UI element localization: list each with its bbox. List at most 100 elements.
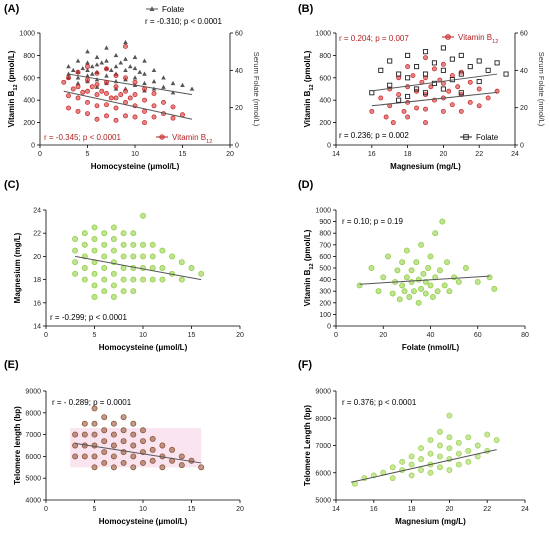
data-point [437,267,443,274]
data-point [415,276,422,283]
data-point [81,453,88,460]
data-point [432,230,439,237]
data-point [140,241,146,248]
x-axis-label: Homocysteine (μmol/L) [91,162,180,171]
data-point [113,73,119,79]
data-point [91,431,98,438]
data-point [101,288,108,295]
y-tick-label: 1000 [315,208,331,215]
data-point [149,276,156,283]
data-point [104,113,109,119]
x-axis-label: Magnesium (mg/L) [395,517,466,526]
y-tick-label: 20 [33,254,41,261]
y-tick-label: 9000 [315,389,331,396]
data-point [439,218,446,225]
data-point [437,442,443,449]
panel-b: (B)14 16 18 20 22 24020040060080010000204060M… [298,3,546,171]
y-tick-label: 7000 [25,432,41,439]
y-tick-label: 16 [33,300,41,307]
data-point [140,253,146,260]
data-point [72,259,79,266]
data-point [120,459,127,466]
y-tick-label: 24 [33,208,41,215]
data-point [91,282,98,289]
data-point [81,265,88,271]
data-point [66,105,71,111]
series-vitamin-b12 [61,43,193,126]
series-folate [66,39,195,96]
trend-line [371,91,498,107]
data-point [132,54,138,59]
legend: Folate Vitamin B12 [146,5,212,145]
data-point [159,265,166,271]
data-point [66,64,71,69]
data-point [89,64,95,69]
data-point [151,67,157,73]
data-point [431,60,438,66]
data-point [91,453,98,460]
data-point [91,464,98,471]
data-point [142,108,147,114]
data-point [455,461,462,468]
data-point [91,247,98,254]
y-tick-label: 700 [319,242,331,249]
data-point [132,65,138,71]
data-point [94,70,100,76]
data-point [72,431,79,438]
data-point [431,80,438,86]
x-tick-label: 10 [139,332,147,339]
data-point [396,296,403,303]
y-tick-label: 900 [319,219,331,226]
data-point [91,224,98,231]
data-point [356,282,363,289]
y-tick-label: 8000 [25,410,41,417]
data-point [449,102,455,108]
data-point [396,92,402,98]
data-point [140,212,146,219]
x-tick-label: 20 [440,151,448,158]
data-point [142,97,147,103]
data-point [369,90,375,96]
data-point [451,274,458,281]
data-point [75,69,81,75]
data-point [81,431,88,438]
data-point [178,276,185,283]
x-tick-label: 10 [139,506,147,513]
data-point [455,439,462,446]
x-tick-label: 15 [179,151,187,158]
data-point [414,64,420,70]
correlation-annotation: r = 0.204; p = 0.007 [339,34,409,43]
y-tick-label: 0 [327,324,331,331]
data-point [399,282,406,289]
data-point [422,90,429,96]
data-point [101,253,108,260]
data-point [401,288,408,295]
data-point [85,88,90,94]
data-point [389,290,396,297]
data-point [159,276,166,283]
data-point [484,431,491,438]
data-point [85,60,90,65]
data-point [375,288,382,295]
data-point [85,49,90,54]
data-point [458,108,464,114]
y-right-tick-label: 60 [235,31,243,38]
data-point [101,230,108,237]
data-point [70,86,76,92]
x-tick-label: 22 [483,506,491,513]
data-point [72,453,79,460]
correlation-annotation: r = -0.310; p < 0.0001 [145,17,222,26]
y-tick-label: 0 [327,143,331,150]
data-point [104,102,109,108]
data-point [101,414,108,421]
x-tick-label: 15 [188,506,196,513]
data-point [130,230,137,237]
y-tick-label: 6000 [315,470,331,477]
data-point [110,464,117,471]
data-point [178,453,185,460]
data-point [120,288,127,295]
y-tick-label: 9000 [25,389,41,396]
y-right-tick-label: 20 [235,105,243,112]
data-point [130,420,137,427]
